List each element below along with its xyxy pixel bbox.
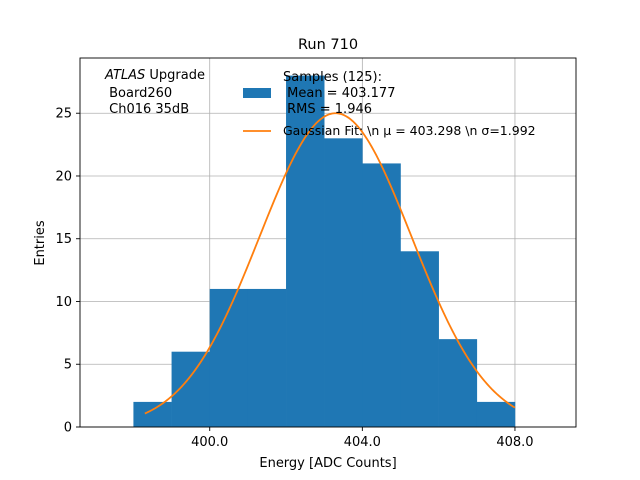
legend-fit-label: Gaussian Fit: \n μ = 403.298 \n σ=1.992 [283, 123, 536, 138]
histogram-bar [324, 138, 363, 427]
board-label: Board260 [105, 86, 172, 101]
x-axis-ticks: 400.0 404.0 408.0 [191, 427, 534, 450]
channel-label: Ch016 35dB [105, 102, 189, 117]
atlas-label: ATLAS Upgrade [104, 68, 205, 83]
fit-curve [144, 112, 516, 415]
plot-frame [79, 57, 577, 428]
atlas-annotation: ATLAS Upgrade Board260 Ch016 35dB [104, 68, 205, 117]
legend-samples-title: Samples (125): [283, 70, 382, 85]
atlas-upgrade-text: Upgrade [145, 68, 205, 83]
y-axis-ticks: 0 5 10 15 20 25 [55, 107, 80, 436]
legend-samples-swatch [243, 88, 271, 98]
histogram-bar [400, 251, 439, 427]
y-tick-label: 20 [55, 169, 72, 184]
x-tick-label: 400.0 [191, 435, 228, 450]
histogram-bar [362, 163, 401, 427]
histogram-bar [247, 288, 287, 427]
histogram-bar [286, 75, 325, 428]
histogram-bar [438, 339, 478, 427]
y-axis-label: Entries [33, 220, 48, 266]
chart-title: Run 710 [298, 37, 358, 53]
legend: Samples (125): Mean = 403.177 RMS = 1.94… [243, 70, 536, 138]
x-tick-label: 404.0 [344, 435, 381, 450]
x-tick-label: 408.0 [496, 435, 533, 450]
legend-samples-rms: RMS = 1.946 [283, 102, 372, 117]
y-tick-label: 0 [64, 421, 72, 436]
y-tick-label: 25 [55, 107, 72, 122]
histogram-bar [133, 401, 172, 427]
atlas-italic-text: ATLAS [104, 68, 145, 83]
y-tick-label: 15 [55, 232, 72, 247]
histogram-bar [476, 401, 516, 427]
y-tick-label: 5 [64, 358, 72, 373]
histogram-bar [171, 351, 211, 427]
y-tick-label: 10 [55, 295, 72, 310]
legend-samples-mean: Mean = 403.177 [283, 86, 395, 101]
histogram-bars [133, 75, 516, 428]
gaussian-fit [144, 112, 516, 415]
x-axis-label: Energy [ADC Counts] [259, 456, 396, 471]
histogram-bar [209, 288, 249, 427]
